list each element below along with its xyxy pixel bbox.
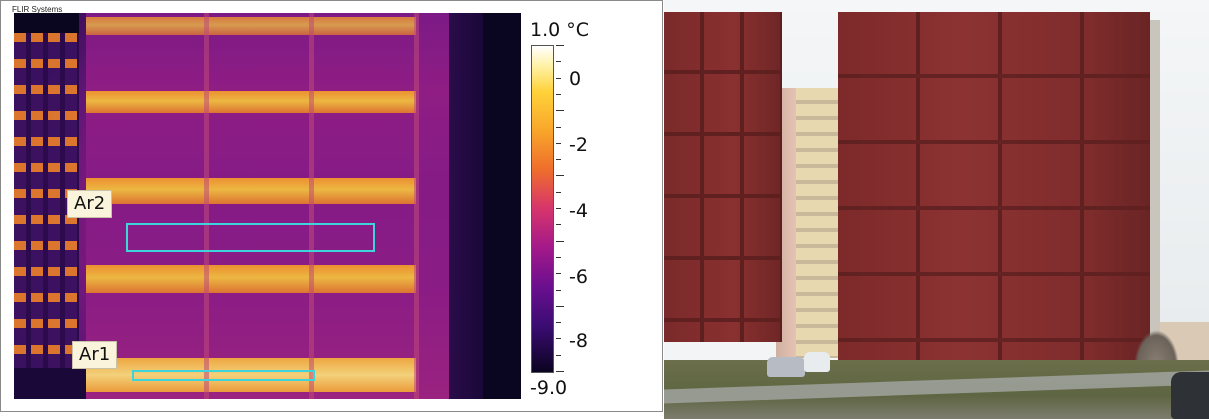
scale-tick-label: 0 (569, 68, 582, 90)
scale-tick-mark (556, 289, 561, 291)
thermal-warm-band (86, 91, 416, 113)
scale-tick-mark (556, 256, 561, 258)
parked-car (804, 352, 830, 372)
scale-tick-mark (556, 45, 564, 46)
left-building (664, 12, 782, 342)
scale-tick-label: -8 (569, 330, 588, 352)
vendor-label: FLIR Systems (12, 5, 63, 14)
parked-car (1171, 372, 1209, 419)
main-building-facade (838, 12, 1150, 390)
scale-tick-mark (556, 354, 561, 356)
thermal-warm-band (86, 265, 416, 293)
thermal-panel-joint (309, 13, 314, 399)
parked-car (767, 357, 805, 377)
thermal-left-building (14, 33, 79, 373)
roi-box-ar2[interactable] (126, 223, 375, 252)
roi-label-ar1[interactable]: Ar1 (72, 341, 118, 369)
scale-tick-label: -2 (569, 134, 588, 156)
temperature-color-scale (531, 45, 554, 373)
scale-tick-mark (556, 305, 564, 307)
roi-box-ar1[interactable] (132, 370, 315, 381)
thermal-image-panel: FLIR Systems Ar2 Ar1 1.0 °C 0 -2 -4 -6 -… (0, 0, 663, 412)
scale-tick-mark (556, 240, 564, 242)
scale-tick-mark (556, 191, 561, 193)
scale-tick-mark (556, 273, 561, 275)
distant-building (776, 88, 838, 358)
scale-tick-mark (556, 338, 561, 340)
thermal-warm-band (86, 17, 416, 35)
thermal-panel-joint (414, 13, 419, 399)
scale-tick-mark (556, 126, 561, 128)
thermal-warm-band (86, 178, 416, 204)
thermal-panel-joint (204, 13, 209, 399)
scale-tick-mark (556, 93, 561, 95)
scale-min-label: -9.0 (530, 377, 568, 399)
color-scale-ticks (556, 45, 564, 372)
scale-tick-mark (556, 110, 564, 112)
thermal-sky (14, 13, 79, 33)
thermal-warm-band (86, 358, 416, 392)
roi-label-ar2[interactable]: Ar2 (67, 190, 113, 218)
scale-tick-mark (556, 371, 564, 372)
scale-tick-label: -4 (569, 200, 588, 222)
building-photo (664, 0, 1209, 419)
thermal-main-wall (86, 13, 481, 399)
thermal-sky-right (483, 13, 521, 399)
scale-tick-mark (556, 77, 561, 79)
scale-tick-mark (556, 208, 561, 209)
thermal-ground-left (14, 368, 86, 399)
scale-max-label: 1.0 °C (530, 19, 590, 41)
building-edge (1150, 20, 1160, 380)
scale-tick-mark (556, 61, 561, 63)
scale-tick-mark (556, 175, 564, 177)
scale-tick-mark (556, 224, 561, 226)
scale-tick-mark (556, 322, 561, 324)
scale-tick-mark (556, 159, 561, 161)
thermal-gap (449, 13, 483, 399)
thermal-image (14, 13, 521, 399)
scale-tick-mark (556, 142, 561, 144)
scale-tick-label: -6 (569, 266, 588, 288)
